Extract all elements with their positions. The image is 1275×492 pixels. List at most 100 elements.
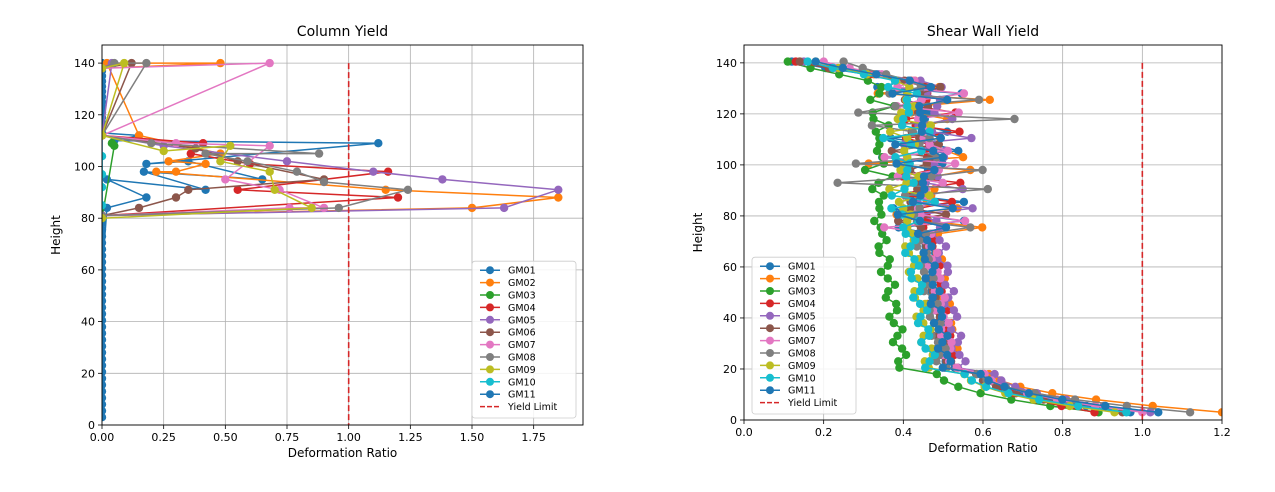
data-point [102, 303, 107, 312]
data-point [147, 139, 156, 148]
data-point [910, 255, 919, 264]
x-tick-label: 0.8 [1054, 426, 1072, 439]
data-point [904, 108, 914, 117]
data-point [142, 193, 151, 202]
legend-label: GM05 [508, 315, 536, 326]
data-point [102, 290, 107, 299]
data-point [913, 184, 922, 194]
legend-item: GM07 [760, 336, 816, 347]
data-point [947, 197, 957, 207]
data-point [102, 387, 107, 396]
data-point [893, 331, 902, 340]
data-point [982, 382, 991, 391]
legend-item: GM09 [480, 365, 536, 376]
data-point [270, 185, 279, 194]
data-point [919, 172, 929, 181]
data-point [171, 139, 181, 148]
legend-label: GM08 [508, 353, 536, 364]
data-point [875, 89, 884, 98]
data-point [933, 255, 942, 264]
legend-item: GM06 [760, 324, 816, 335]
x-tick-label: 1.2 [1213, 426, 1231, 439]
data-point [198, 139, 208, 148]
y-axis-label: Height [49, 215, 63, 255]
x-axis-label: Deformation Ratio [288, 446, 398, 460]
legend-item: GM03 [760, 287, 816, 298]
legend-label: GM10 [788, 373, 816, 384]
legend-item: GM11 [760, 386, 816, 397]
data-point [943, 331, 952, 340]
data-point [900, 184, 909, 194]
data-point [883, 274, 892, 283]
data-point [102, 270, 107, 280]
legend-item: GM04 [760, 299, 816, 310]
data-point [935, 287, 944, 296]
data-point [885, 312, 894, 321]
y-tick-label: 0 [88, 419, 95, 432]
data-point [1185, 408, 1195, 417]
data-point [858, 63, 867, 73]
data-point [930, 350, 939, 360]
data-point [901, 248, 910, 258]
data-point [102, 131, 107, 140]
data-point [920, 255, 929, 264]
data-point [937, 312, 947, 321]
y-tick-label: 140 [716, 57, 737, 70]
data-point [923, 236, 932, 245]
data-point [947, 338, 956, 347]
x-tick-label: 0.25 [151, 431, 176, 444]
data-point [896, 165, 905, 175]
y-tick-label: 80 [723, 210, 737, 223]
data-point [958, 153, 968, 162]
data-point [1004, 389, 1013, 398]
data-point [943, 267, 953, 277]
data-point [915, 108, 925, 117]
axes-frame [743, 44, 1223, 421]
axes-frame [101, 44, 584, 426]
y-tick-label: 20 [81, 367, 95, 380]
chart-panel-2: 0.0 0.2 0.4 0.6 0.8 1.0 1.2 0 20 40 60 80 100 120 140 S… [691, 24, 1231, 455]
data-point [990, 369, 999, 379]
data-point [897, 344, 907, 353]
data-point [201, 159, 210, 169]
data-point [895, 363, 904, 372]
data-point [913, 318, 923, 328]
data-point [882, 236, 891, 245]
data-point [974, 95, 984, 105]
y-tick-label: 60 [81, 264, 95, 277]
data-point [285, 203, 294, 213]
data-point [243, 157, 252, 166]
x-tick-label: 0.50 [213, 431, 238, 444]
y-tick-label: 120 [74, 109, 95, 122]
data-point [941, 280, 950, 289]
data-point [866, 95, 875, 105]
data-point [884, 82, 893, 92]
data-point [927, 172, 936, 181]
legend-label: Yield Limit [787, 398, 837, 409]
legend-label: GM03 [788, 287, 816, 298]
data-point [968, 204, 977, 213]
data-point [905, 76, 914, 85]
data-point [914, 261, 924, 270]
data-point [915, 204, 924, 213]
data-point [881, 293, 890, 302]
data-point [933, 248, 942, 258]
data-point [936, 318, 945, 328]
data-point [171, 193, 181, 202]
x-tick-label: 0.00 [90, 431, 115, 444]
data-point [926, 299, 935, 309]
data-point [102, 322, 107, 331]
data-point [314, 149, 324, 158]
data-point [874, 197, 884, 207]
data-point [903, 133, 912, 143]
data-point [369, 167, 378, 176]
series-line [102, 62, 313, 219]
legend-label: GM11 [508, 390, 536, 401]
data-point [930, 165, 939, 175]
data-point [923, 261, 933, 270]
data-point [897, 108, 906, 117]
data-point [929, 146, 938, 156]
data-point [925, 191, 934, 200]
legend-item-yield-limit: Yield Limit [480, 402, 557, 413]
